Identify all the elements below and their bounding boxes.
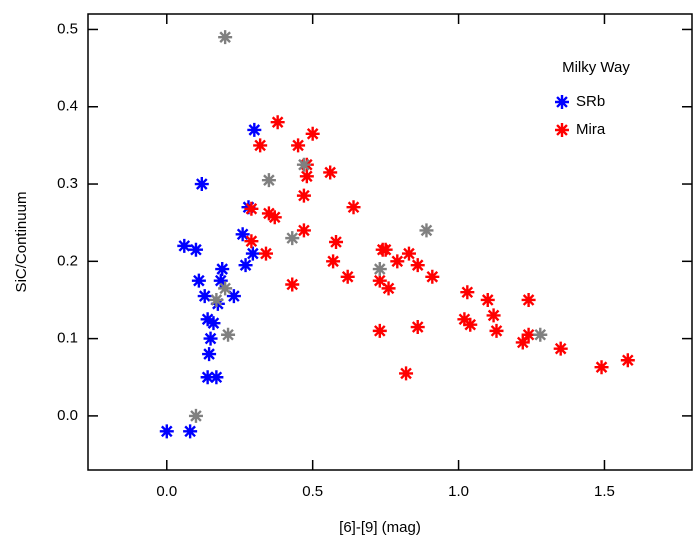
marker: [340, 269, 355, 284]
marker: [305, 126, 320, 141]
x-tick-label: 0.0: [156, 483, 177, 500]
x-axis-label: [6]-[9] (mag): [339, 519, 421, 536]
y-tick-label: 0.4: [57, 98, 78, 115]
marker: [183, 424, 198, 439]
marker: [326, 254, 341, 269]
marker: [463, 317, 478, 332]
marker: [480, 292, 495, 307]
marker: [296, 188, 311, 203]
marker: [218, 281, 233, 296]
marker: [203, 331, 218, 346]
marker: [267, 210, 282, 225]
marker: [245, 246, 260, 261]
marker: [346, 200, 361, 215]
y-tick-label: 0.5: [57, 20, 78, 37]
marker: [390, 254, 405, 269]
marker: [244, 201, 259, 216]
y-tick-label: 0.3: [57, 175, 78, 192]
marker: [553, 341, 568, 356]
marker: [221, 327, 236, 342]
marker: [299, 169, 314, 184]
marker: [296, 223, 311, 238]
marker: [159, 424, 174, 439]
marker: [410, 320, 425, 335]
marker: [378, 242, 393, 257]
marker: [247, 122, 262, 137]
y-tick-label: 0.1: [57, 330, 78, 347]
marker: [296, 157, 311, 172]
marker: [410, 258, 425, 273]
marker: [457, 312, 472, 327]
marker: [188, 408, 203, 423]
marker: [620, 353, 635, 368]
marker: [244, 234, 259, 249]
marker: [372, 273, 387, 288]
marker: [291, 138, 306, 153]
marker: [213, 273, 228, 288]
marker: [270, 115, 285, 130]
marker: [372, 262, 387, 277]
x-tick-label: 1.0: [448, 483, 469, 500]
x-tick-label: 0.5: [302, 483, 323, 500]
legend-title: Milky Way: [562, 59, 630, 76]
y-tick-label: 0.0: [57, 407, 78, 424]
marker: [177, 238, 192, 253]
marker: [521, 327, 536, 342]
marker: [515, 335, 530, 350]
marker: [285, 231, 300, 246]
marker: [419, 223, 434, 238]
y-tick-label: 0.2: [57, 252, 78, 269]
marker: [209, 370, 224, 385]
marker: [285, 277, 300, 292]
marker: [188, 242, 203, 257]
marker: [372, 323, 387, 338]
marker: [401, 246, 416, 261]
marker: [258, 246, 273, 261]
marker: [200, 312, 215, 327]
marker: [235, 227, 250, 242]
marker: [210, 296, 225, 311]
marker: [202, 347, 217, 362]
marker: [594, 360, 609, 375]
marker: [486, 308, 501, 323]
legend-label: Mira: [576, 121, 606, 138]
y-axis-label: SiC/Continuum: [13, 192, 30, 293]
marker: [215, 262, 230, 277]
marker: [191, 273, 206, 288]
marker: [323, 165, 338, 180]
marker: [238, 258, 253, 273]
marker: [261, 206, 276, 221]
marker: [399, 366, 414, 381]
legend-marker: [555, 123, 569, 137]
marker: [521, 292, 536, 307]
marker: [460, 285, 475, 300]
marker: [425, 269, 440, 284]
marker: [206, 316, 221, 331]
marker: [209, 292, 224, 307]
marker: [226, 289, 241, 304]
x-tick-label: 1.5: [594, 483, 615, 500]
plot-frame: [87, 13, 693, 471]
legend-label: SRb: [576, 93, 605, 110]
marker: [194, 177, 209, 192]
marker: [329, 235, 344, 249]
marker: [253, 138, 268, 153]
marker: [489, 323, 504, 338]
marker: [197, 289, 212, 304]
marker: [200, 370, 215, 385]
marker: [218, 30, 233, 45]
marker: [381, 281, 396, 296]
marker: [261, 173, 276, 188]
marker: [533, 327, 548, 342]
legend-marker: [555, 95, 569, 109]
